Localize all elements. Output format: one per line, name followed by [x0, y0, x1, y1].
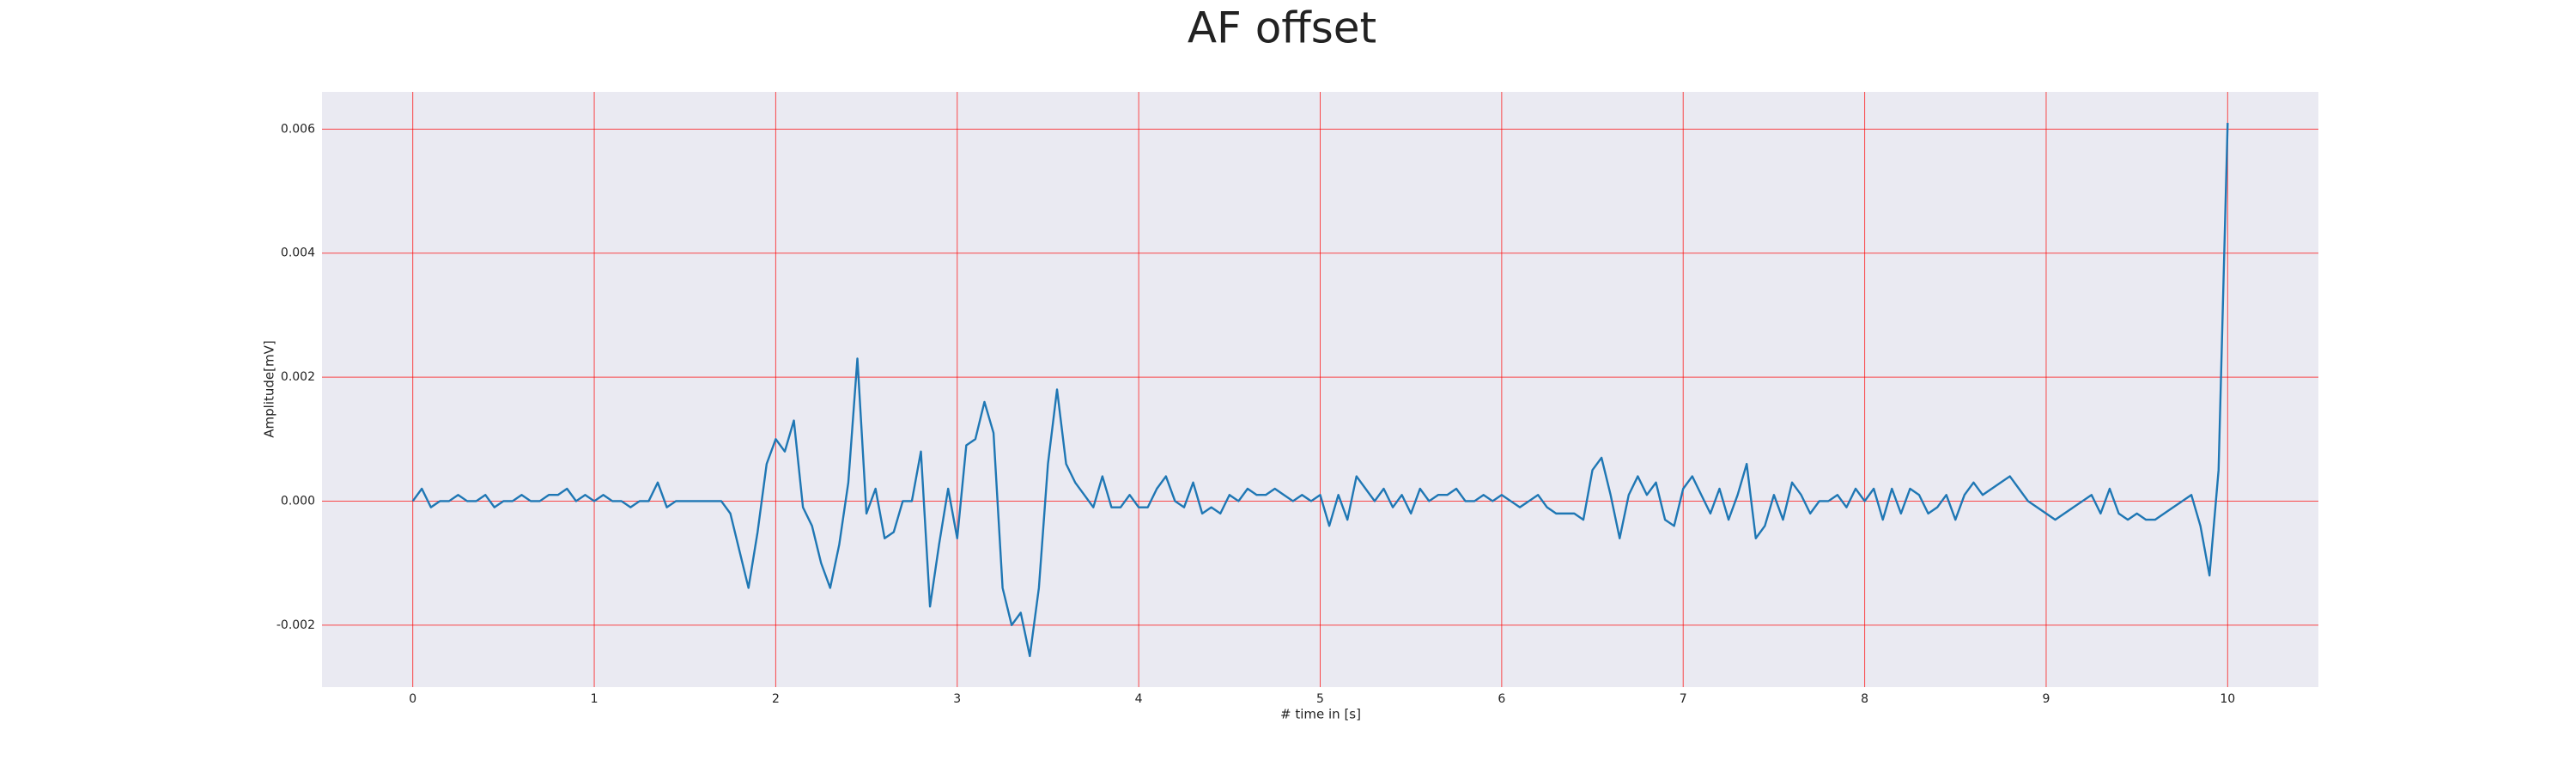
y-axis-label: Amplitude[mV]: [262, 340, 277, 437]
data-line: [411, 123, 2229, 658]
y-tick-label: -0.002: [276, 618, 315, 632]
x-tick-label: 10: [2220, 692, 2235, 706]
x-tick-label: 3: [953, 692, 961, 706]
x-tick-label: 4: [1135, 692, 1143, 706]
x-tick-label: 5: [1316, 692, 1324, 706]
x-tick-label: 2: [772, 692, 780, 706]
x-axis-label: # time in [s]: [1280, 707, 1361, 722]
y-tick-label: 0.006: [281, 122, 315, 136]
chart-title: AF offset: [1188, 3, 1376, 53]
x-tick-label: 6: [1498, 692, 1505, 706]
y-tick-label: 0.000: [281, 494, 315, 508]
x-tick-label: 1: [591, 692, 598, 706]
x-tick-label: 0: [409, 692, 416, 706]
y-tick-label: 0.004: [281, 247, 315, 260]
x-tick-label: 9: [2042, 692, 2050, 706]
y-tick-label: 0.002: [281, 370, 315, 384]
x-tick-label: 8: [1861, 692, 1868, 706]
x-tick-label: 7: [1680, 692, 1687, 706]
